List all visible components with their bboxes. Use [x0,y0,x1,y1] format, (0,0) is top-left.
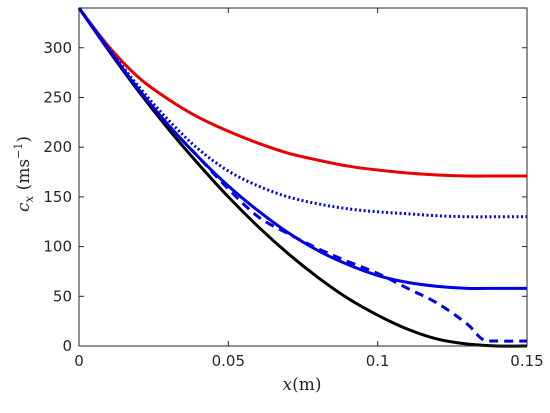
x-tick-label: 0 [74,352,84,370]
y-tick-label: 300 [43,39,72,57]
x-tick-label: 0.05 [212,352,245,370]
x-tick-label: 0.1 [366,352,390,370]
x-tick-label: 0.15 [510,352,543,370]
x-axis-label-var: x [283,375,293,395]
plot-frame [78,7,528,347]
x-axis-label-unit: (m) [292,375,321,395]
y-axis-label-sup: −1 [12,143,25,159]
x-axis-label: x(m) [283,375,322,395]
series-line-1-solid [77,7,527,178]
y-axis-label: cx (ms−1) [12,136,36,212]
series-line-4-dashed [77,7,528,343]
plot-lines [77,7,528,348]
y-tick-label: 150 [43,188,72,206]
y-tick-label: 0 [62,337,72,355]
y-tick-label: 100 [43,238,72,256]
series-line-0-solid [77,7,528,348]
y-axis-label-var: c [14,202,34,212]
x-axis-ticks: 0 0.05 0.1 0.15 [74,8,544,370]
y-tick-label: 250 [43,88,72,106]
series-line-2-dotted [77,7,527,219]
y-tick-label: 200 [43,138,72,156]
y-axis-label-unit-open: (ms [14,159,34,196]
y-axis-ticks: 0 50 100 150 200 250 300 [43,39,527,355]
y-tick-label: 50 [53,287,72,305]
y-axis-label-sub: x [22,196,36,203]
y-axis-label-unit-close: ) [14,136,34,143]
